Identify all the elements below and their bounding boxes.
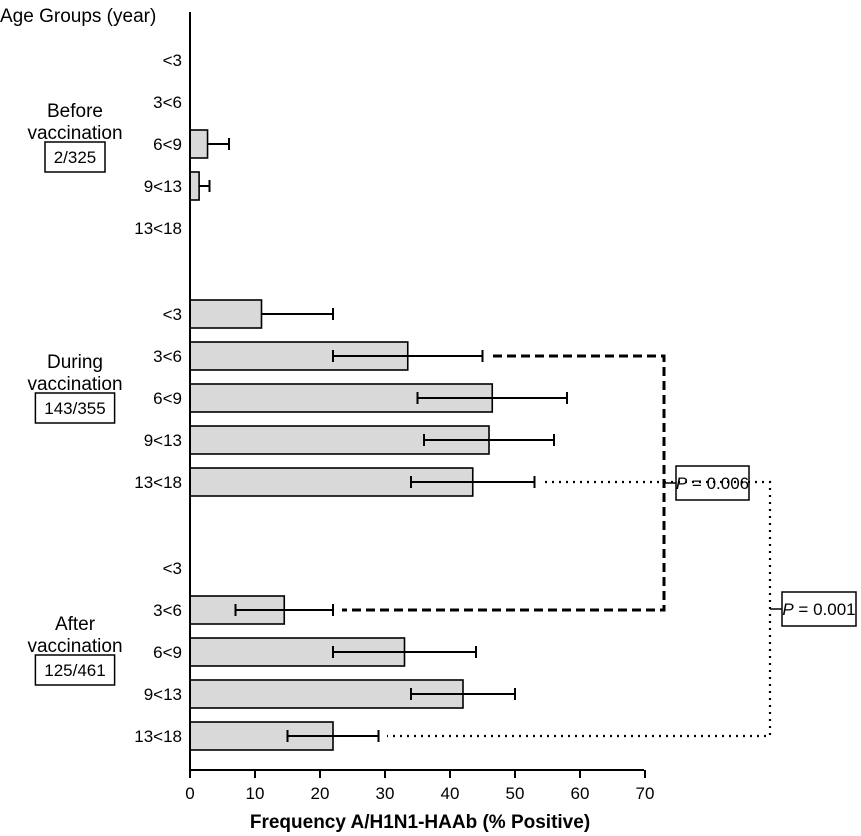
x-tick-label: 0 [185,784,194,803]
category-label: 3<6 [153,601,182,620]
group-label: vaccination [27,636,122,657]
category-label: 13<18 [134,727,182,746]
x-tick-label: 30 [376,784,395,803]
category-label: 6<9 [153,643,182,662]
category-label: 13<18 [134,473,182,492]
x-tick-label: 10 [246,784,265,803]
count-label: 2/325 [54,148,97,167]
count-label: 143/355 [44,399,105,418]
bar [189,171,200,201]
group-label: During [47,352,103,373]
p-value-label: P = 0.001 [782,600,855,619]
group-label: vaccination [27,374,122,395]
category-label: <3 [163,51,182,70]
bar [189,129,209,159]
category-label: 3<6 [153,347,182,366]
category-label: 6<9 [153,135,182,154]
count-box [34,654,116,686]
group-label: After [55,614,96,635]
x-tick-label: 50 [506,784,525,803]
p-value-label: P = 0.006 [676,474,749,493]
category-label: 6<9 [153,389,182,408]
category-label: <3 [163,305,182,324]
x-tick-label: 70 [636,784,655,803]
category-label: 13<18 [134,219,182,238]
bar [189,299,263,329]
x-tick-label: 20 [311,784,330,803]
category-label: <3 [163,559,182,578]
category-label: 9<13 [144,431,182,450]
count-label: 125/461 [44,661,105,680]
x-tick-label: 60 [571,784,590,803]
group-label: Before [47,101,103,122]
count-box [44,141,106,173]
y-axis-title: Age Groups (year) [0,6,156,27]
count-box [34,392,116,424]
category-label: 3<6 [153,93,182,112]
x-tick-label: 40 [441,784,460,803]
p-value-box [675,465,750,501]
x-axis-title: Frequency A/H1N1-HAAb (% Positive) [250,812,590,833]
group-label: vaccination [27,123,122,144]
category-label: 9<13 [144,177,182,196]
p-value-box [781,591,857,627]
category-label: 9<13 [144,685,182,704]
